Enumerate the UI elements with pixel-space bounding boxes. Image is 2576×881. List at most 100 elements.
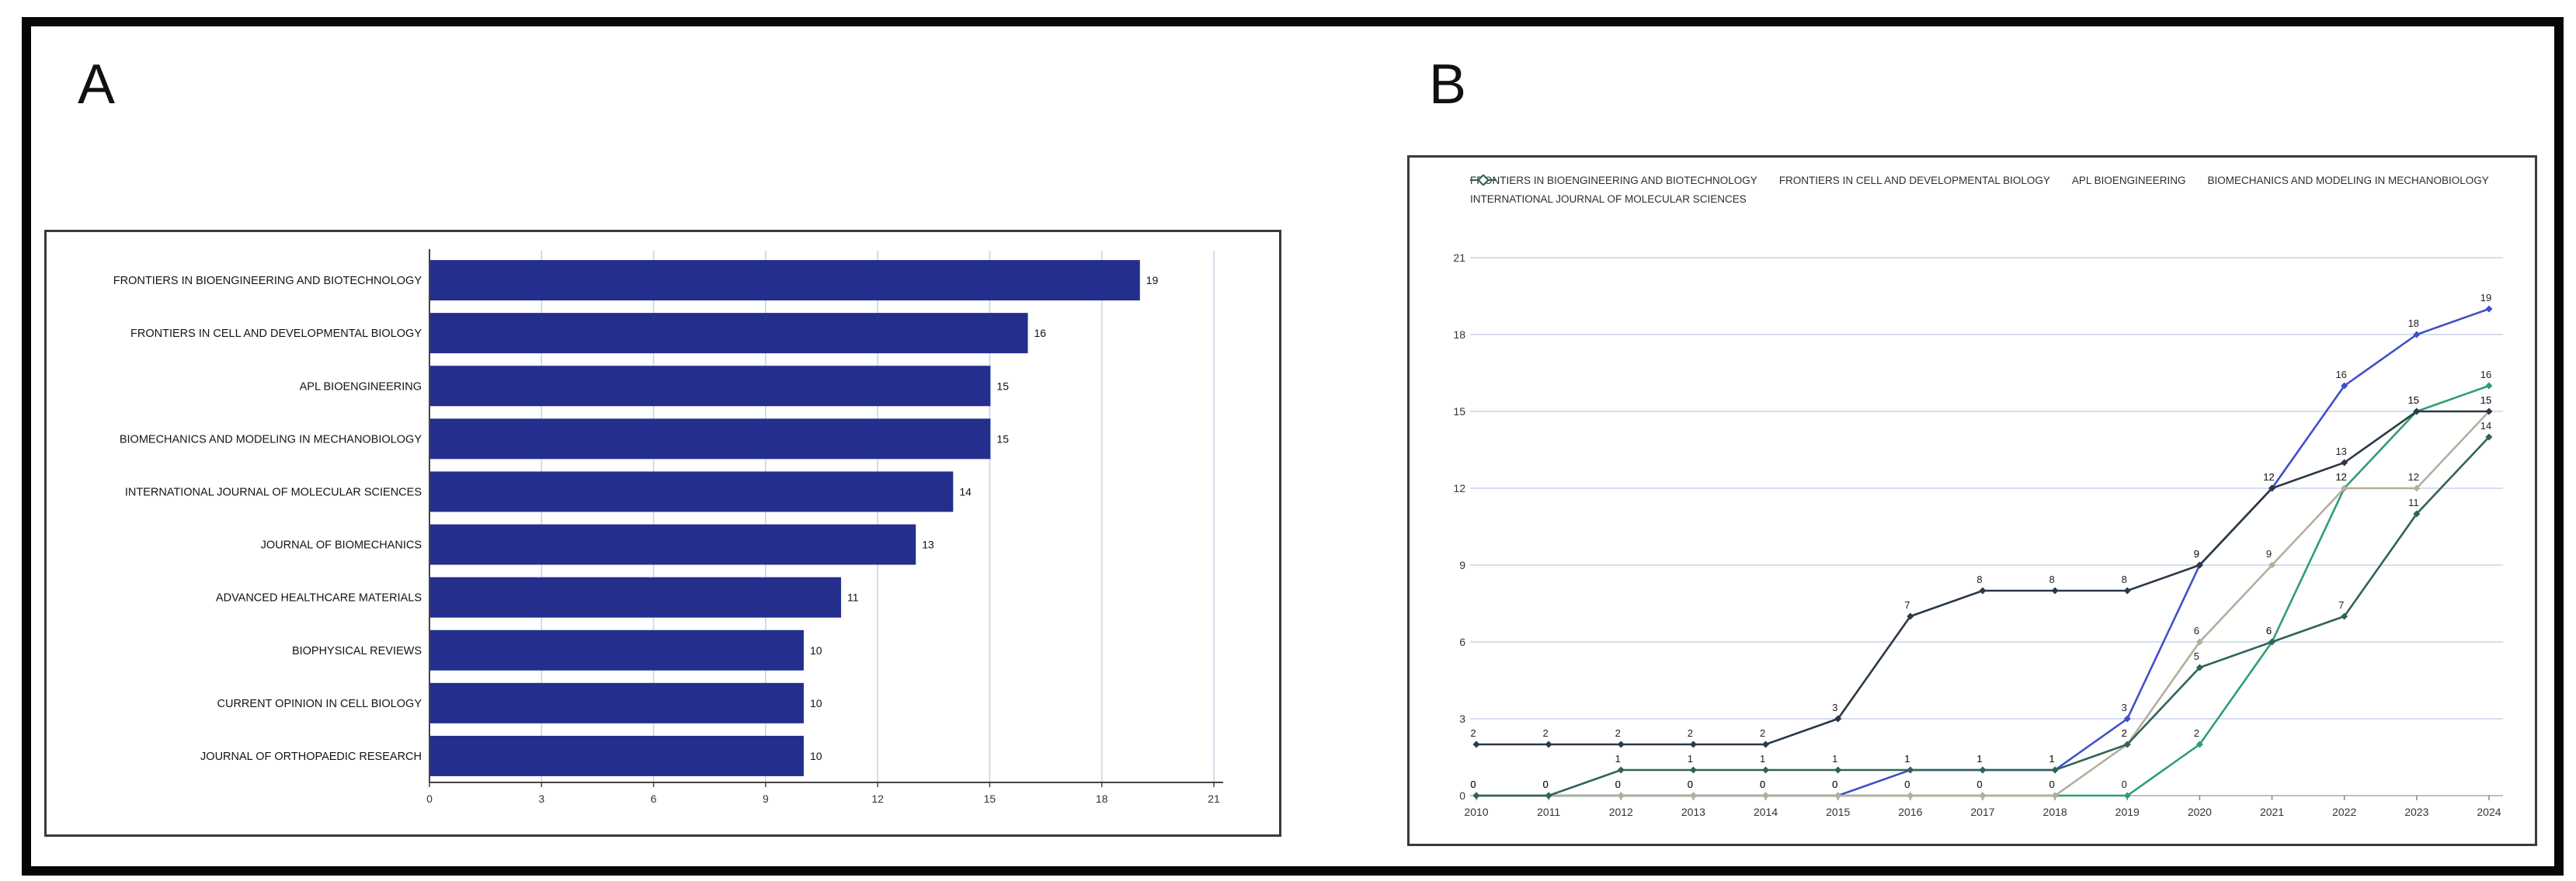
panel-b-chart-box: 0 3 6 9 12 15 18 21 2010 2011 2012 2013 2014 2015 2016… (1407, 155, 2537, 846)
legend-diamond-icon (1477, 175, 1490, 186)
data-point-label: 0 (1688, 779, 1693, 790)
legend-marker-icon (1470, 175, 1497, 186)
legend-label: FRONTIERS IN CELL AND DEVELOPMENTAL BIOL… (1778, 175, 2050, 186)
data-point (2051, 587, 2059, 595)
data-point-label: 9 (2266, 548, 2272, 560)
bar-value-label: 10 (810, 697, 822, 709)
bar (430, 682, 804, 723)
data-point-label: 12 (2408, 471, 2419, 483)
data-point (2485, 408, 2493, 415)
bar (430, 260, 1140, 301)
panel-a-letter: A (78, 54, 116, 116)
bar (430, 471, 954, 512)
bar (430, 313, 1028, 354)
data-point-label: 0 (1976, 779, 1982, 790)
bar-value-label: 13 (922, 539, 934, 551)
data-point-label: 12 (2263, 471, 2274, 483)
x-tick-label: 2020 (2188, 806, 2212, 818)
x-tick-label: 2012 (1609, 806, 1633, 818)
data-point-label: 12 (2335, 471, 2346, 483)
data-point-label: 0 (1543, 779, 1549, 790)
series-line (1476, 411, 2490, 797)
data-point-label: 1 (1760, 753, 1765, 765)
data-point-label: 0 (1615, 779, 1621, 790)
x-tick-label: 2017 (1970, 806, 1994, 818)
data-point-label: 0 (1615, 779, 1621, 790)
data-point (2123, 792, 2131, 799)
legend-label: INTERNATIONAL JOURNAL OF MOLECULAR SCIEN… (1470, 193, 1747, 205)
data-point (1689, 766, 1697, 774)
data-point (1762, 766, 1770, 774)
data-point (1762, 741, 1770, 748)
data-point-label: 0 (2049, 779, 2055, 790)
data-point-label: 1 (1904, 753, 1910, 765)
data-point-label: 1 (1688, 753, 1693, 765)
data-point (2123, 587, 2131, 595)
y-tick-label: 9 (1459, 559, 1465, 571)
data-point-label: 8 (2122, 574, 2127, 585)
data-point (2268, 484, 2276, 492)
data-point (2123, 715, 2131, 723)
bar (430, 418, 991, 460)
data-point (1834, 766, 1842, 774)
data-point-label: 6 (2194, 625, 2199, 636)
data-point-label: 1 (2049, 753, 2055, 765)
data-point (1617, 741, 1625, 748)
series-line (1476, 307, 2490, 797)
legend-item: BIOMECHANICS AND MODELING IN MECHANOBIOL… (1470, 175, 2489, 186)
x-tick-label: 2014 (1754, 806, 1778, 818)
data-point-label: 15 (2408, 394, 2419, 406)
data-point (1472, 741, 1480, 748)
legend-label: APL BIOENGINEERING (2071, 175, 2186, 186)
panel-b-letter: B (1429, 54, 1467, 116)
x-tick-label: 2013 (1681, 806, 1705, 818)
legend-item: FRONTIERS IN CELL AND DEVELOPMENTAL BIOL… (1470, 175, 2050, 186)
data-point (2123, 741, 2131, 748)
data-point-label: 3 (1832, 702, 1837, 713)
chart-legend: FRONTIERS IN BIOENGINEERING AND BIOTECHN… (1470, 175, 2511, 205)
x-tick-label: 18 (1096, 793, 1108, 805)
data-point-label: 18 (2408, 317, 2419, 329)
data-point (2268, 638, 2276, 646)
data-point (2485, 382, 2493, 390)
legend-item: FRONTIERS IN BIOENGINEERING AND BIOTECHN… (1470, 175, 1757, 186)
y-tick-label: 3 (1459, 713, 1465, 725)
x-tick-label: 15 (984, 793, 996, 805)
bar-chart: 0 3 6 9 12 15 18 21 FRONTIERS IN BIOENGINEERING … (113, 249, 1223, 805)
data-point-label: 0 (1832, 779, 1837, 790)
data-point-label: 0 (1543, 779, 1549, 790)
bar-value-label: 15 (996, 380, 1009, 392)
x-tick-label: 2015 (1826, 806, 1850, 818)
panel-a-chart-box: 0 3 6 9 12 15 18 21 FRONTIERS IN BIOENGINEERING … (44, 230, 1281, 837)
data-point-label: 3 (2122, 702, 2127, 713)
x-tick-label: 2022 (2332, 806, 2356, 818)
data-point-label: 0 (1832, 779, 1837, 790)
data-point-label: 0 (1470, 779, 1476, 790)
x-tick-label: 0 (426, 793, 433, 805)
x-tick-label: 2019 (2115, 806, 2140, 818)
legend-item: INTERNATIONAL JOURNAL OF MOLECULAR SCIEN… (1470, 175, 1747, 205)
data-point-label: 0 (2049, 779, 2055, 790)
data-point-label: 6 (2266, 625, 2272, 636)
y-tick-label: 12 (1453, 482, 1465, 494)
data-point-label: 0 (1976, 779, 1982, 790)
bar-value-label: 10 (810, 644, 822, 657)
y-tick-label: 18 (1453, 328, 1465, 341)
data-point-label: 0 (1832, 779, 1837, 790)
data-point-label: 6 (2266, 625, 2272, 636)
data-point-label: 2 (2122, 727, 2127, 739)
legend-item: APL BIOENGINEERING (1470, 175, 2186, 186)
data-point-label: 1 (1976, 753, 1982, 765)
data-point-label: 0 (1904, 779, 1910, 790)
data-point-label: 0 (1470, 779, 1476, 790)
data-point-label: 7 (1904, 599, 1910, 611)
y-tick-label: 15 (1453, 405, 1465, 418)
data-point-label: 0 (1543, 779, 1549, 790)
data-point (1834, 792, 1842, 799)
bar (430, 577, 842, 618)
data-point (1979, 792, 1987, 799)
data-point-label: 0 (1760, 779, 1765, 790)
category-label: FRONTIERS IN CELL AND DEVELOPMENTAL BIOL… (130, 328, 422, 340)
